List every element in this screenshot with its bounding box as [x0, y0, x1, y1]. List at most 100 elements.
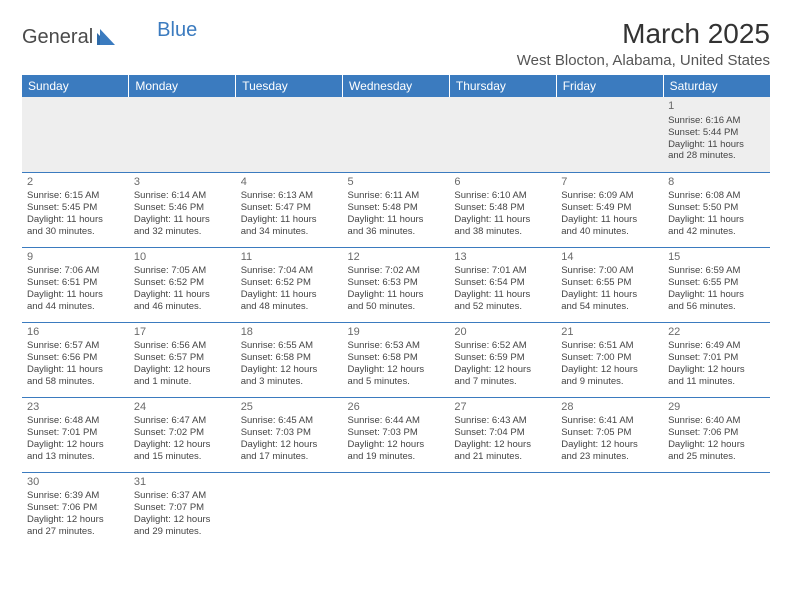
sunrise-text: Sunrise: 6:55 AM: [241, 340, 338, 352]
calendar-cell: 17Sunrise: 6:56 AMSunset: 6:57 PMDayligh…: [129, 322, 236, 397]
sunrise-text: Sunrise: 6:40 AM: [668, 415, 765, 427]
calendar-cell: 23Sunrise: 6:48 AMSunset: 7:01 PMDayligh…: [22, 397, 129, 472]
daylight-text: Daylight: 11 hours: [27, 214, 124, 226]
calendar-cell: [556, 97, 663, 172]
title-block: March 2025 West Blocton, Alabama, United…: [517, 18, 770, 69]
daylight-text: and 34 minutes.: [241, 226, 338, 238]
sunrise-text: Sunrise: 6:49 AM: [668, 340, 765, 352]
daylight-text: and 7 minutes.: [454, 376, 551, 388]
daylight-text: and 11 minutes.: [668, 376, 765, 388]
day-number: 16: [27, 326, 124, 340]
calendar-cell: 2Sunrise: 6:15 AMSunset: 5:45 PMDaylight…: [22, 172, 129, 247]
calendar-cell: [343, 97, 450, 172]
sunrise-text: Sunrise: 7:04 AM: [241, 265, 338, 277]
sunset-text: Sunset: 7:06 PM: [27, 502, 124, 514]
month-title: March 2025: [517, 18, 770, 50]
daylight-text: and 46 minutes.: [134, 301, 231, 313]
calendar-cell: [236, 97, 343, 172]
sunset-text: Sunset: 5:44 PM: [668, 127, 765, 139]
daylight-text: Daylight: 12 hours: [668, 439, 765, 451]
sunrise-text: Sunrise: 6:45 AM: [241, 415, 338, 427]
sunset-text: Sunset: 6:52 PM: [241, 277, 338, 289]
day-number: 11: [241, 251, 338, 265]
daylight-text: and 25 minutes.: [668, 451, 765, 463]
calendar-row: 1Sunrise: 6:16 AMSunset: 5:44 PMDaylight…: [22, 97, 770, 172]
day-number: 24: [134, 401, 231, 415]
sunset-text: Sunset: 7:00 PM: [561, 352, 658, 364]
calendar-cell: 4Sunrise: 6:13 AMSunset: 5:47 PMDaylight…: [236, 172, 343, 247]
sunset-text: Sunset: 7:06 PM: [668, 427, 765, 439]
daylight-text: Daylight: 11 hours: [348, 289, 445, 301]
calendar-row: 30Sunrise: 6:39 AMSunset: 7:06 PMDayligh…: [22, 472, 770, 547]
sunrise-text: Sunrise: 6:51 AM: [561, 340, 658, 352]
sunset-text: Sunset: 5:48 PM: [454, 202, 551, 214]
daylight-text: and 15 minutes.: [134, 451, 231, 463]
day-number: 10: [134, 251, 231, 265]
sunrise-text: Sunrise: 7:05 AM: [134, 265, 231, 277]
daylight-text: Daylight: 12 hours: [454, 439, 551, 451]
daylight-text: Daylight: 11 hours: [561, 214, 658, 226]
sunrise-text: Sunrise: 6:15 AM: [27, 190, 124, 202]
calendar-cell: [236, 472, 343, 547]
sunset-text: Sunset: 6:57 PM: [134, 352, 231, 364]
calendar-cell: 8Sunrise: 6:08 AMSunset: 5:50 PMDaylight…: [663, 172, 770, 247]
sunset-text: Sunset: 6:58 PM: [348, 352, 445, 364]
calendar-cell: 18Sunrise: 6:55 AMSunset: 6:58 PMDayligh…: [236, 322, 343, 397]
sunrise-text: Sunrise: 6:57 AM: [27, 340, 124, 352]
sunset-text: Sunset: 6:59 PM: [454, 352, 551, 364]
calendar-cell: 10Sunrise: 7:05 AMSunset: 6:52 PMDayligh…: [129, 247, 236, 322]
calendar-cell: [449, 472, 556, 547]
sunrise-text: Sunrise: 6:56 AM: [134, 340, 231, 352]
day-number: 30: [27, 476, 124, 490]
daylight-text: Daylight: 12 hours: [561, 364, 658, 376]
calendar-cell: 12Sunrise: 7:02 AMSunset: 6:53 PMDayligh…: [343, 247, 450, 322]
sunset-text: Sunset: 6:52 PM: [134, 277, 231, 289]
logo-text-2: Blue: [157, 19, 197, 42]
calendar-cell: 7Sunrise: 6:09 AMSunset: 5:49 PMDaylight…: [556, 172, 663, 247]
daylight-text: Daylight: 11 hours: [27, 289, 124, 301]
calendar-cell: 16Sunrise: 6:57 AMSunset: 6:56 PMDayligh…: [22, 322, 129, 397]
daylight-text: Daylight: 12 hours: [27, 439, 124, 451]
daylight-text: and 32 minutes.: [134, 226, 231, 238]
calendar-cell: [663, 472, 770, 547]
daylight-text: Daylight: 11 hours: [668, 289, 765, 301]
daylight-text: and 50 minutes.: [348, 301, 445, 313]
daylight-text: Daylight: 11 hours: [134, 289, 231, 301]
sunrise-text: Sunrise: 6:43 AM: [454, 415, 551, 427]
calendar-cell: 31Sunrise: 6:37 AMSunset: 7:07 PMDayligh…: [129, 472, 236, 547]
sunset-text: Sunset: 7:03 PM: [241, 427, 338, 439]
sunset-text: Sunset: 7:05 PM: [561, 427, 658, 439]
day-number: 4: [241, 176, 338, 190]
daylight-text: and 30 minutes.: [27, 226, 124, 238]
sunrise-text: Sunrise: 6:44 AM: [348, 415, 445, 427]
calendar-cell: 3Sunrise: 6:14 AMSunset: 5:46 PMDaylight…: [129, 172, 236, 247]
day-number: 29: [668, 401, 765, 415]
day-header: Wednesday: [343, 75, 450, 97]
day-number: 9: [27, 251, 124, 265]
daylight-text: Daylight: 11 hours: [348, 214, 445, 226]
day-header-row: Sunday Monday Tuesday Wednesday Thursday…: [22, 75, 770, 97]
calendar-cell: [22, 97, 129, 172]
sunrise-text: Sunrise: 6:41 AM: [561, 415, 658, 427]
sunset-text: Sunset: 7:07 PM: [134, 502, 231, 514]
day-number: 7: [561, 176, 658, 190]
sunrise-text: Sunrise: 6:11 AM: [348, 190, 445, 202]
daylight-text: Daylight: 11 hours: [561, 289, 658, 301]
daylight-text: and 28 minutes.: [668, 150, 765, 162]
daylight-text: and 21 minutes.: [454, 451, 551, 463]
day-number: 22: [668, 326, 765, 340]
sunrise-text: Sunrise: 6:48 AM: [27, 415, 124, 427]
daylight-text: and 19 minutes.: [348, 451, 445, 463]
sunrise-text: Sunrise: 6:08 AM: [668, 190, 765, 202]
daylight-text: Daylight: 11 hours: [134, 214, 231, 226]
day-number: 17: [134, 326, 231, 340]
sunrise-text: Sunrise: 6:37 AM: [134, 490, 231, 502]
location: West Blocton, Alabama, United States: [517, 52, 770, 69]
sunrise-text: Sunrise: 6:13 AM: [241, 190, 338, 202]
day-number: 12: [348, 251, 445, 265]
sunrise-text: Sunrise: 6:52 AM: [454, 340, 551, 352]
daylight-text: and 27 minutes.: [27, 526, 124, 538]
daylight-text: Daylight: 12 hours: [348, 364, 445, 376]
daylight-text: and 3 minutes.: [241, 376, 338, 388]
day-number: 26: [348, 401, 445, 415]
